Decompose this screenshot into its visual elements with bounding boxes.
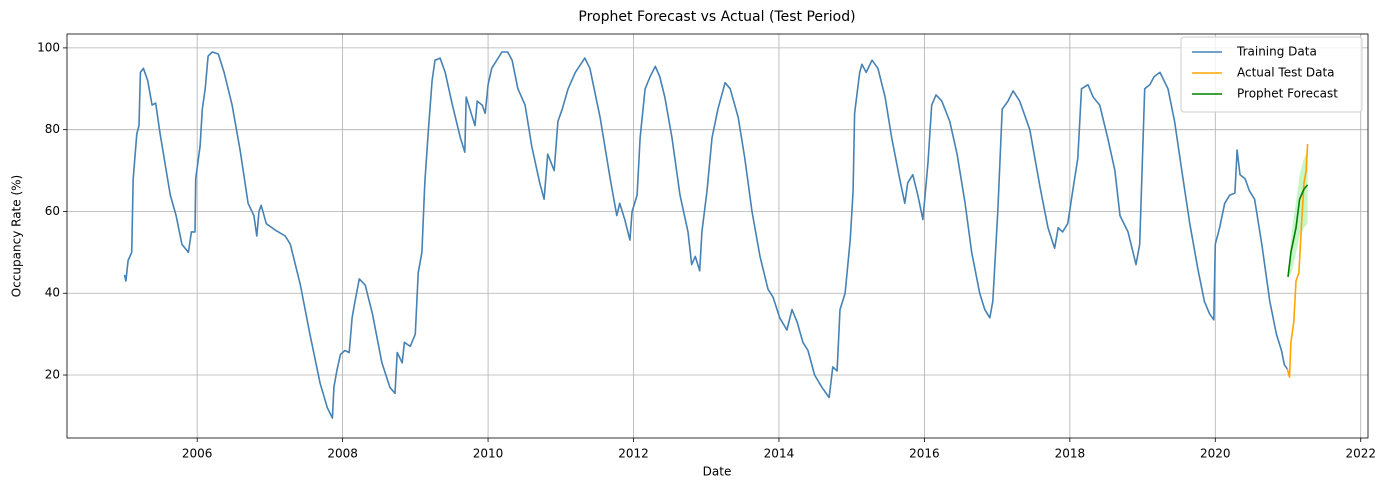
- legend-label: Prophet Forecast: [1237, 87, 1338, 101]
- x-tick-label: 2022: [1345, 447, 1376, 461]
- plot-frame: [66, 33, 1369, 439]
- legend-label: Actual Test Data: [1237, 66, 1335, 80]
- legend-box: [1180, 36, 1363, 113]
- y-tick-label: 40: [45, 286, 60, 300]
- y-tick-label: 100: [37, 40, 60, 54]
- x-axis-label: Date: [703, 465, 732, 479]
- y-tick-label: 20: [45, 368, 60, 382]
- x-tick-label: 2018: [1055, 447, 1086, 461]
- y-tick-label: 60: [45, 204, 60, 218]
- series-line: [1286, 143, 1309, 378]
- x-tick-label: 2010: [473, 447, 504, 461]
- x-tick-label: 2006: [182, 447, 213, 461]
- x-tick-label: 2020: [1200, 447, 1231, 461]
- series-line: [1287, 184, 1309, 277]
- x-tick-label: 2014: [764, 447, 795, 461]
- chart-title: Prophet Forecast vs Actual (Test Period): [578, 9, 855, 25]
- y-tick-label: 80: [45, 122, 60, 136]
- x-tick-label: 2016: [909, 447, 940, 461]
- x-tick-label: 2012: [618, 447, 649, 461]
- legend-label: Training Data: [1236, 45, 1317, 59]
- x-tick-label: 2008: [327, 447, 358, 461]
- series-line: [123, 51, 1288, 419]
- y-axis-label: Occupancy Rate (%): [10, 175, 24, 297]
- legend: Training Data Actual Test Data Prophet For…: [1180, 36, 1363, 113]
